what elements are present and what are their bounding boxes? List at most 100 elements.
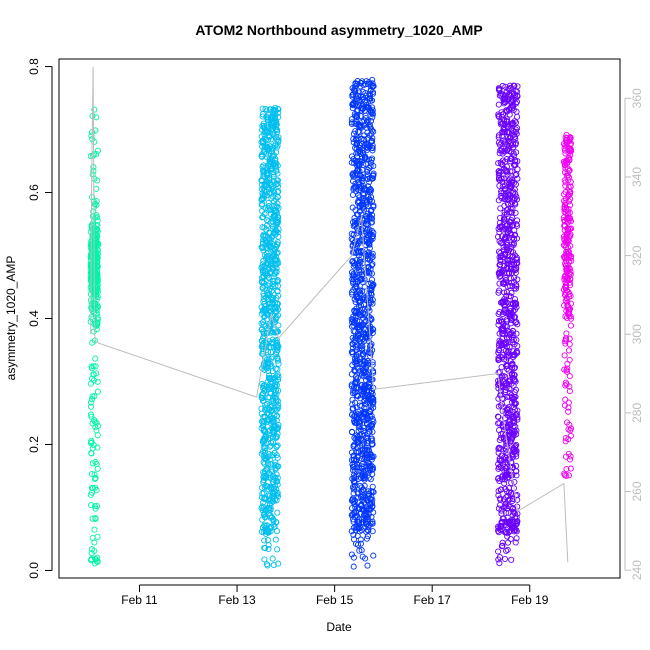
data-point [88,132,95,139]
data-point [269,555,276,562]
data-point [88,437,95,444]
data-point [94,147,102,154]
data-point [92,355,99,362]
data-point [495,354,502,361]
data-point [370,229,377,236]
data-point [499,311,506,318]
data-point [361,358,368,365]
data-point [503,384,510,391]
data-point [349,344,356,352]
data-point [360,122,368,129]
data-point [567,134,574,141]
data-point [363,331,370,338]
data-point [506,111,513,118]
data-point [273,443,280,451]
data-point [265,355,272,362]
data-point [356,168,363,175]
data-point [273,260,280,267]
data-point [258,153,265,160]
data-point [365,232,372,239]
data-point [365,322,372,329]
data-point [366,307,373,314]
data-point [263,561,270,568]
data-point [91,539,98,546]
data-point [503,340,510,347]
data-point [566,306,573,313]
data-point [364,526,371,533]
data-point [504,228,511,236]
data-point [507,439,514,446]
data-point [504,283,511,290]
data-point [565,198,573,205]
data-point [498,325,505,333]
data-point [503,424,510,432]
data-point [261,494,268,501]
data-point [360,331,367,338]
data-point [88,556,95,563]
data-point [352,504,359,511]
data-point [352,357,359,364]
data-point [88,413,95,420]
data-point [499,161,506,169]
data-point [271,251,278,258]
data-point [502,277,509,284]
data-point [359,95,367,103]
data-point [260,298,267,305]
data-point [91,201,98,208]
data-point [269,253,276,260]
data-point [349,272,356,279]
data-point [271,163,278,170]
data-point [563,367,570,374]
data-point [357,258,364,265]
chart-title: ATOM2 Northbound asymmetry_1020_AMP [195,22,482,38]
data-point [495,321,502,328]
data-point [495,248,503,255]
data-point [366,428,373,435]
data-point [369,232,377,239]
data-point [512,521,520,528]
data-point [258,244,265,251]
data-point [275,322,282,329]
data-point [366,495,373,502]
data-point [365,474,372,481]
data-point [566,356,573,363]
data-point [90,208,97,215]
data-point [499,518,506,525]
data-point [361,385,368,392]
data-point [354,106,361,113]
data-point [565,226,572,233]
data-point [275,560,282,567]
data-point [366,408,373,415]
data-point [274,127,281,134]
data-point [507,490,514,497]
data-point [503,468,510,475]
series-4-points [494,82,521,567]
data-point [349,389,356,397]
data-point [261,186,268,193]
data-point [92,484,99,491]
data-point [369,142,376,149]
data-point [351,367,358,374]
data-point [91,526,98,533]
data-point [94,378,101,385]
data-point [87,403,95,410]
data-point [348,269,356,276]
data-point [267,528,274,535]
data-point [268,287,275,295]
data-point [511,118,518,125]
data-point [504,365,511,372]
data-point [260,280,268,287]
data-point [271,271,278,278]
data-point [567,313,574,320]
data-point [562,242,569,249]
data-point [498,364,505,371]
data-point [261,232,268,240]
data-point [260,290,267,297]
data-point [511,389,518,396]
data-point [269,225,276,232]
data-point [350,486,357,493]
data-point [353,293,360,300]
data-point [563,248,570,255]
data-point [93,419,100,426]
data-point [267,162,274,170]
